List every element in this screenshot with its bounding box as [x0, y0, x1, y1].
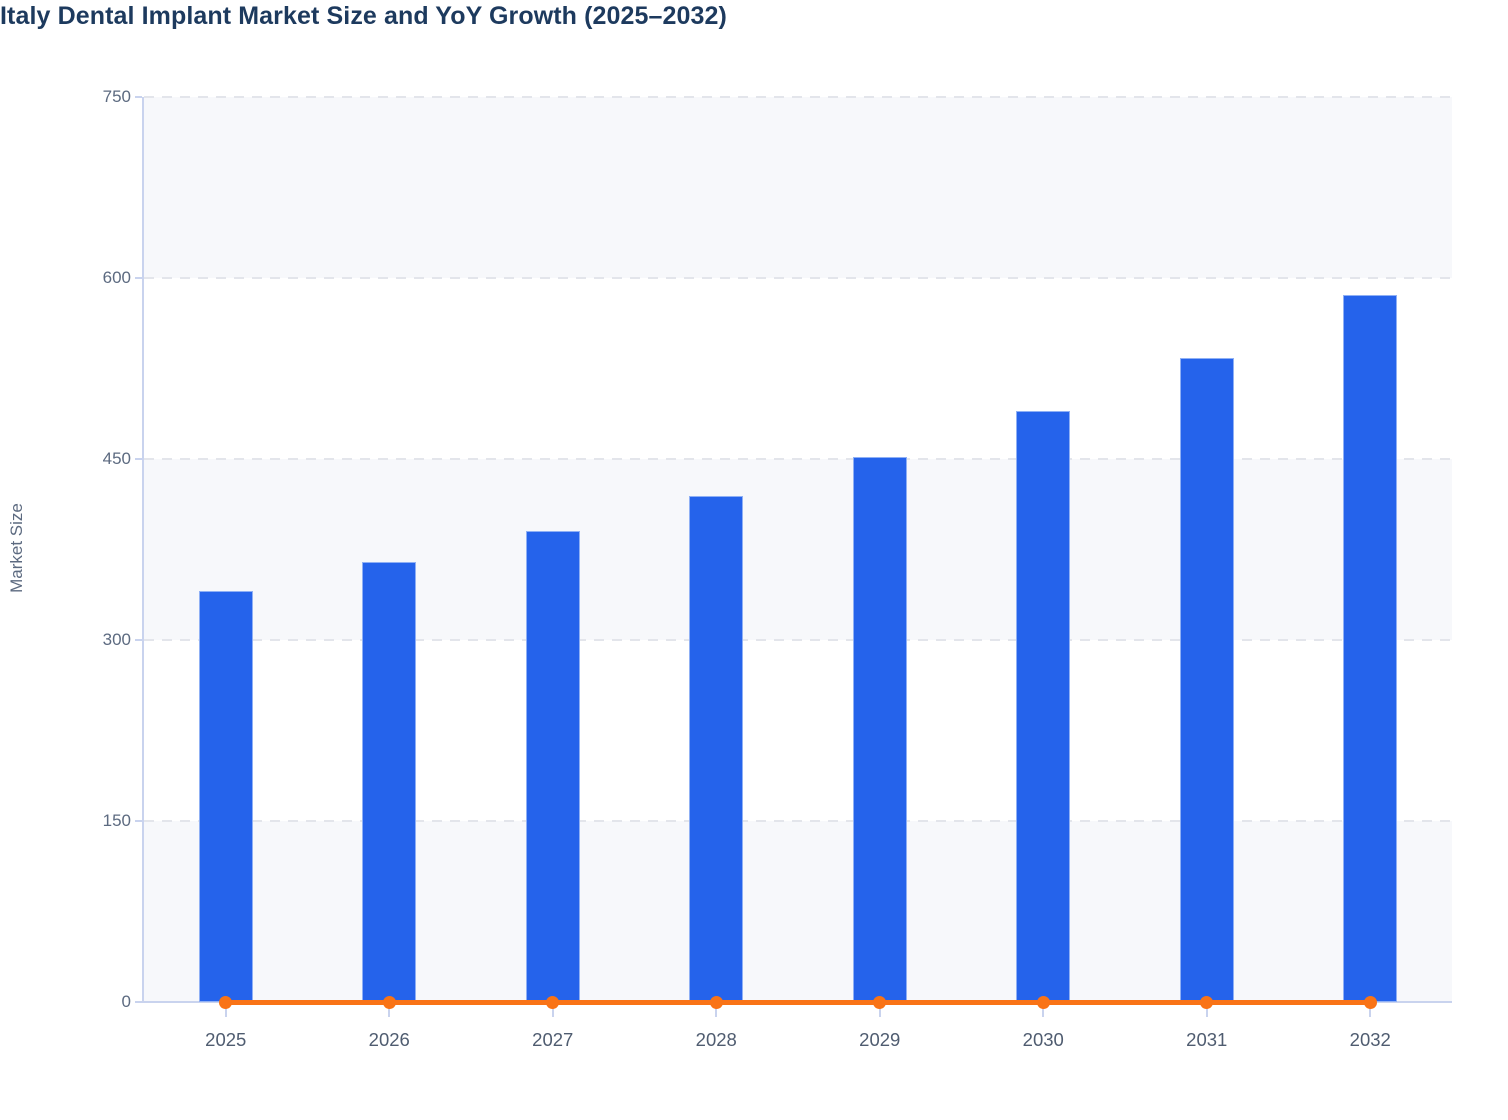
- bar-2029[interactable]: [852, 456, 907, 1002]
- y-axis-tick-450: [135, 458, 142, 460]
- plot-band-150-0: [144, 821, 1452, 1002]
- plot-area: [135, 96, 1452, 1017]
- x-tick-label-2030: 2030: [1022, 1029, 1064, 1050]
- bar-2032[interactable]: [1343, 294, 1398, 1002]
- yoy-marker-2027[interactable]: [546, 995, 560, 1009]
- plot-band-300-150: [144, 640, 1452, 821]
- y-tick-label-150: 150: [102, 811, 131, 830]
- y-tick-label-450: 450: [102, 449, 131, 468]
- y-axis-tick-750: [135, 96, 142, 98]
- yoy-marker-2026[interactable]: [382, 995, 396, 1009]
- plot-band-450-300: [144, 459, 1452, 640]
- gridline-300: [144, 639, 1452, 641]
- x-tick-label-2029: 2029: [859, 1029, 901, 1050]
- x-axis-tick-2026: [388, 1002, 391, 1017]
- y-axis-tick-150: [135, 820, 142, 822]
- yoy-marker-2030[interactable]: [1036, 995, 1050, 1009]
- y-tick-label-300: 300: [102, 630, 131, 649]
- gridline-600: [144, 277, 1452, 279]
- x-axis-tick-2031: [1205, 1002, 1208, 1017]
- x-axis-tick-2029: [878, 1002, 881, 1017]
- plot-band-750-600: [144, 97, 1452, 278]
- yoy-marker-2031[interactable]: [1200, 995, 1214, 1009]
- x-tick-label-2031: 2031: [1186, 1029, 1228, 1050]
- x-axis-tick-2030: [1042, 1002, 1045, 1017]
- y-axis-tick-300: [135, 639, 142, 641]
- y-axis-tick-600: [135, 277, 142, 279]
- x-axis-tick-2028: [715, 1002, 718, 1017]
- x-tick-label-2025: 2025: [205, 1029, 247, 1050]
- bar-2026[interactable]: [362, 561, 417, 1002]
- yoy-marker-2025[interactable]: [219, 995, 233, 1009]
- x-tick-label-2032: 2032: [1349, 1029, 1391, 1050]
- bar-2030[interactable]: [1016, 410, 1071, 1002]
- yoy-marker-2028[interactable]: [709, 995, 723, 1009]
- y-tick-label-750: 750: [102, 87, 131, 106]
- x-axis-tick-2027: [551, 1002, 554, 1017]
- yoy-growth-line[interactable]: [225, 999, 1371, 1005]
- chart-title: Italy Dental Implant Market Size and YoY…: [0, 2, 727, 30]
- gridline-450: [144, 458, 1452, 460]
- gridline-750: [144, 96, 1452, 98]
- y-axis-tick-0: [135, 1001, 142, 1003]
- bar-2028[interactable]: [689, 496, 744, 1002]
- y-tick-label-600: 600: [102, 268, 131, 287]
- bar-2027[interactable]: [525, 531, 580, 1002]
- plot-band-600-450: [144, 278, 1452, 459]
- yoy-marker-2032[interactable]: [1363, 995, 1377, 1009]
- x-tick-label-2028: 2028: [695, 1029, 737, 1050]
- x-tick-label-2026: 2026: [368, 1029, 410, 1050]
- y-axis-line: [142, 97, 144, 1002]
- gridline-150: [144, 820, 1452, 822]
- x-tick-label-2027: 2027: [532, 1029, 574, 1050]
- y-tick-label-0: 0: [121, 992, 131, 1011]
- bar-2031[interactable]: [1179, 357, 1234, 1002]
- x-axis-tick-2032: [1369, 1002, 1372, 1017]
- y-axis-title-text: Market Size: [7, 503, 26, 593]
- x-axis-tick-2025: [224, 1002, 227, 1017]
- yoy-marker-2029[interactable]: [873, 995, 887, 1009]
- bar-2025[interactable]: [198, 590, 253, 1002]
